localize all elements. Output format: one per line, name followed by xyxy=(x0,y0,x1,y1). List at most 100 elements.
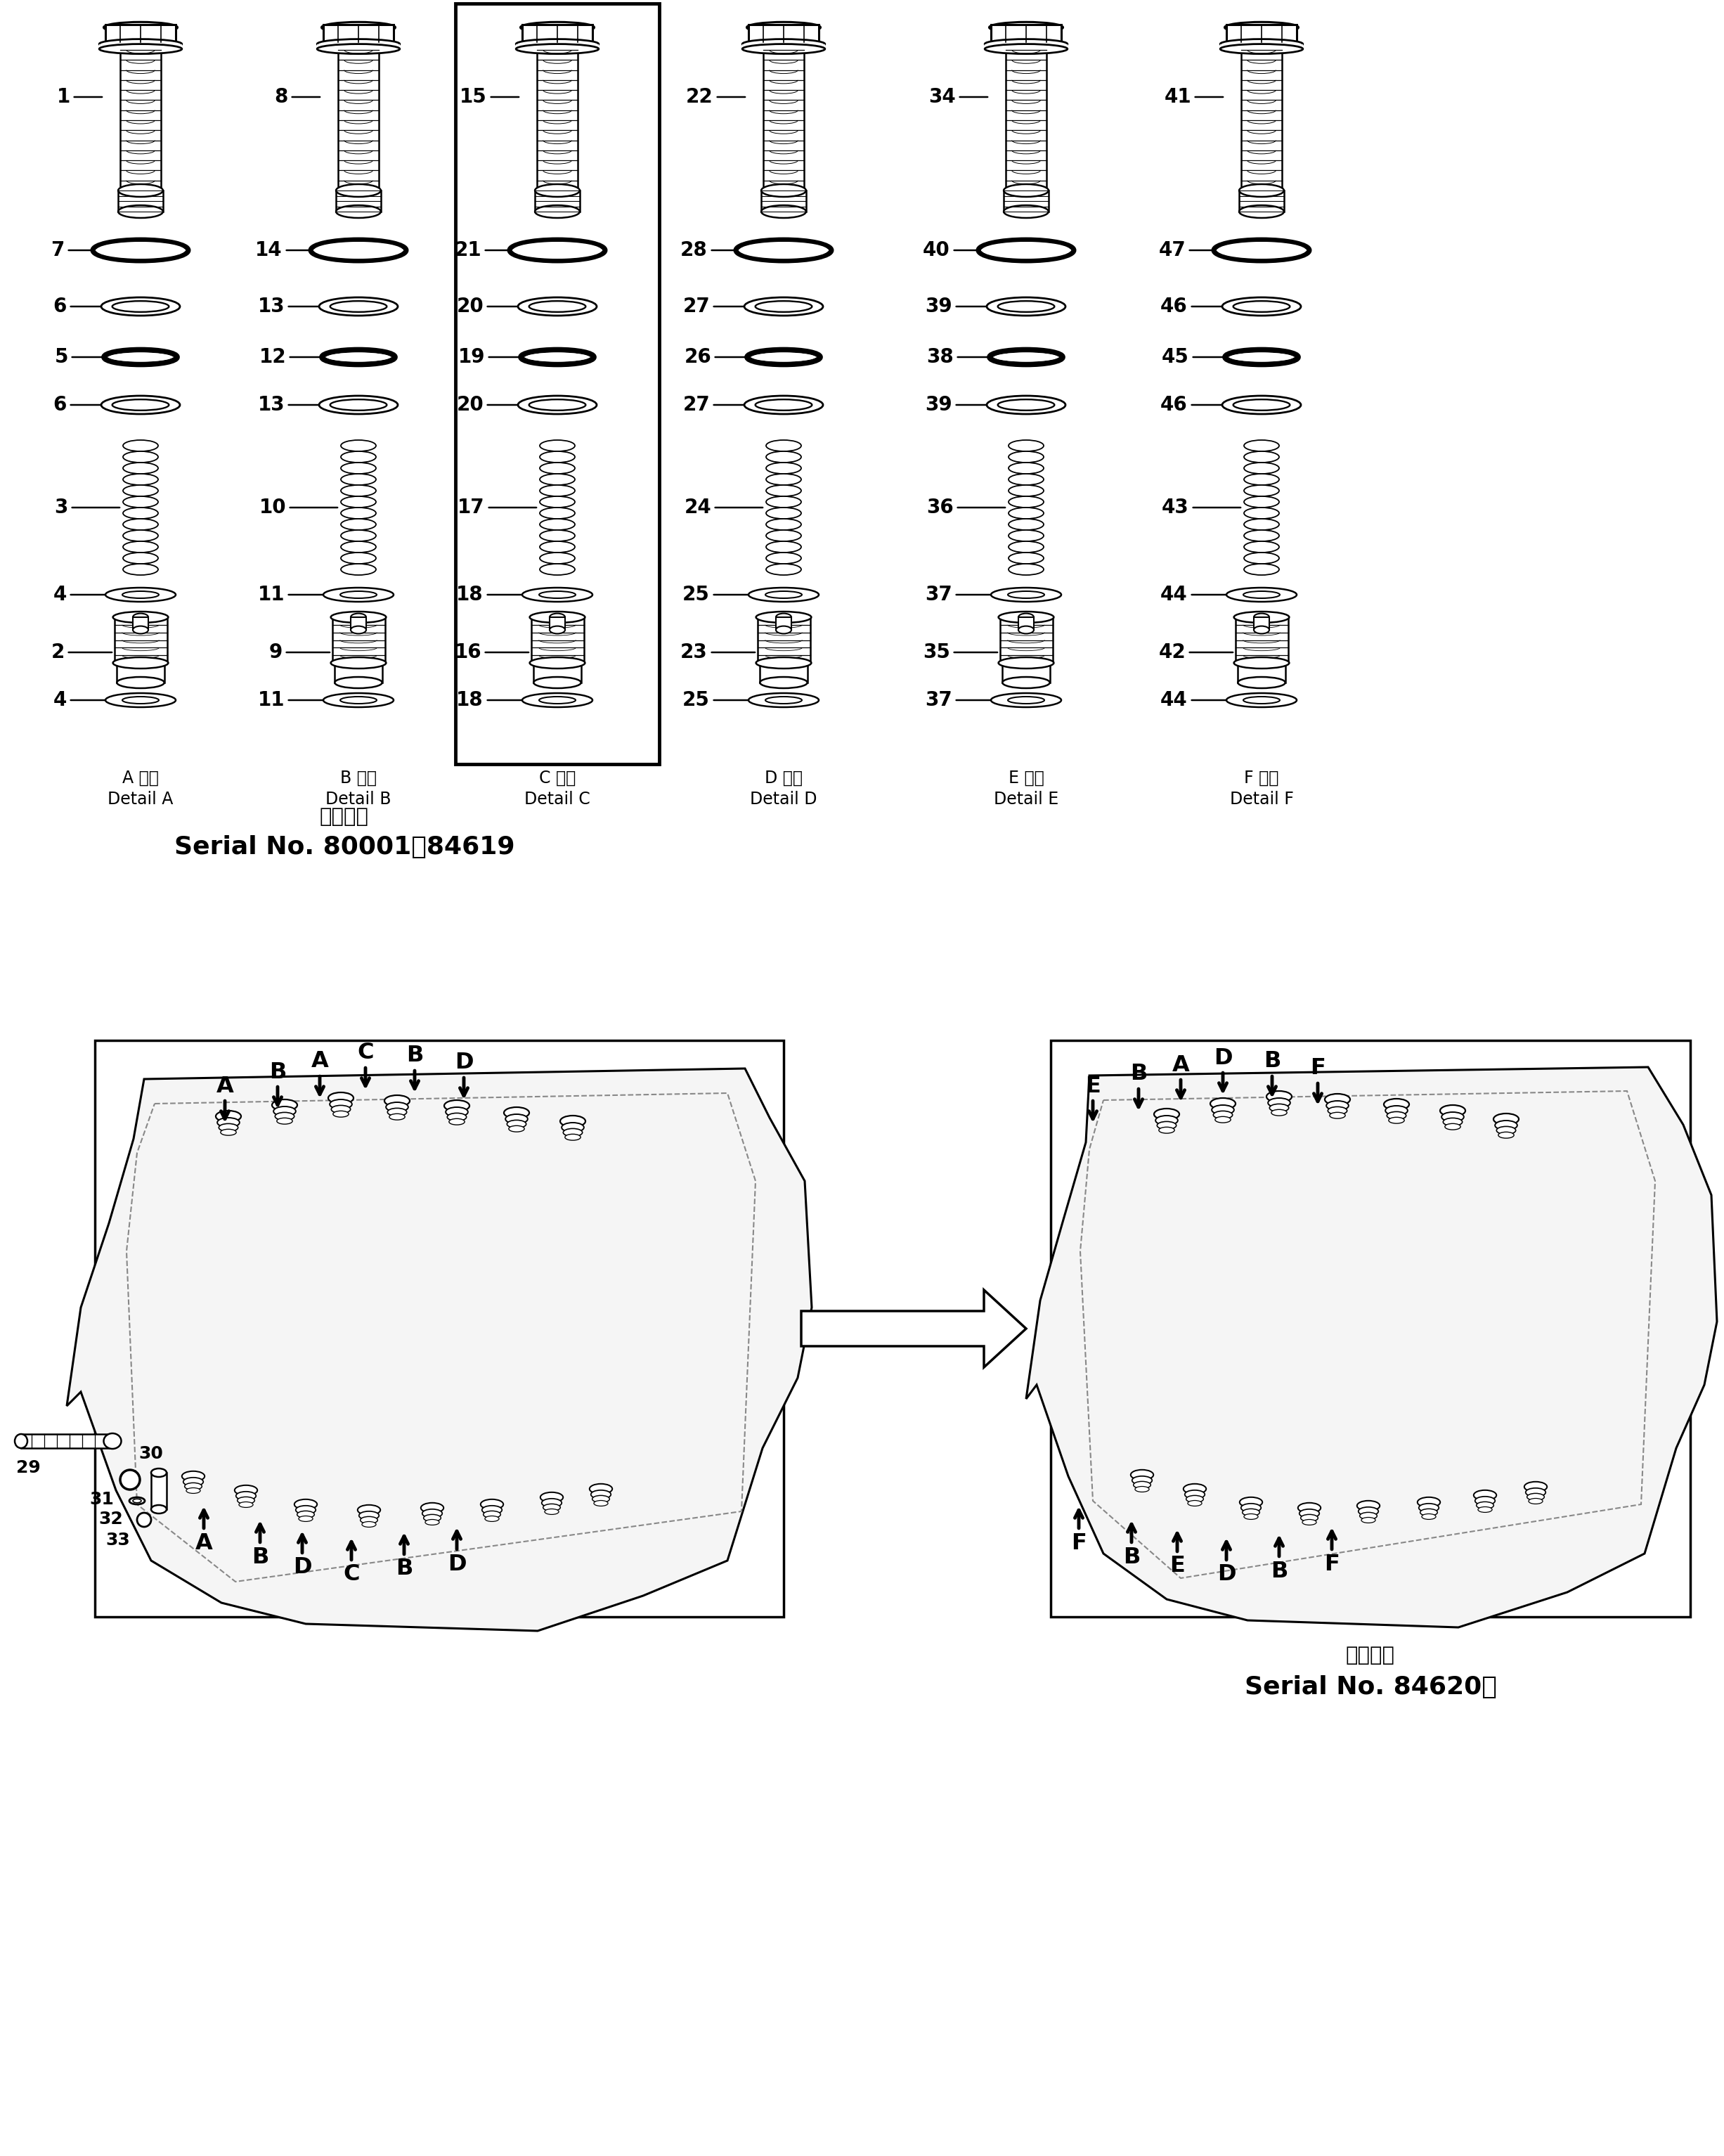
Ellipse shape xyxy=(1009,591,1045,597)
Ellipse shape xyxy=(350,614,365,621)
Text: Serial No. 84620～: Serial No. 84620～ xyxy=(1245,1675,1496,1699)
Ellipse shape xyxy=(1245,440,1279,451)
Text: 13: 13 xyxy=(257,298,319,317)
Ellipse shape xyxy=(534,183,579,196)
Ellipse shape xyxy=(152,1468,167,1477)
Ellipse shape xyxy=(1240,205,1284,218)
Ellipse shape xyxy=(1133,1481,1150,1488)
Ellipse shape xyxy=(983,241,1071,259)
Ellipse shape xyxy=(529,612,584,623)
Text: 9: 9 xyxy=(269,642,329,662)
Ellipse shape xyxy=(1388,1117,1405,1123)
Bar xyxy=(991,24,1062,43)
Ellipse shape xyxy=(1234,612,1290,623)
Ellipse shape xyxy=(1302,1520,1317,1524)
Circle shape xyxy=(136,1514,152,1526)
Ellipse shape xyxy=(1253,614,1269,621)
Bar xyxy=(515,43,598,50)
Ellipse shape xyxy=(329,1100,352,1108)
Text: F: F xyxy=(1071,1509,1086,1554)
Ellipse shape xyxy=(562,1123,584,1132)
Ellipse shape xyxy=(1009,530,1043,541)
Ellipse shape xyxy=(540,1492,564,1503)
Text: 31: 31 xyxy=(90,1492,114,1507)
Text: 34: 34 xyxy=(929,86,988,108)
Text: Detail F: Detail F xyxy=(1229,791,1293,808)
Ellipse shape xyxy=(540,485,574,496)
Ellipse shape xyxy=(102,397,179,414)
Ellipse shape xyxy=(129,1496,145,1505)
Text: 16: 16 xyxy=(455,642,529,662)
Ellipse shape xyxy=(1267,1097,1290,1108)
Ellipse shape xyxy=(1498,1132,1514,1138)
Bar xyxy=(322,24,393,43)
Bar xyxy=(1050,1041,1690,1617)
Text: 21: 21 xyxy=(455,241,509,261)
Ellipse shape xyxy=(447,1108,467,1117)
Ellipse shape xyxy=(550,625,565,634)
Text: 適用号機: 適用号機 xyxy=(319,806,369,826)
Ellipse shape xyxy=(540,520,574,530)
Ellipse shape xyxy=(1233,302,1290,313)
Ellipse shape xyxy=(238,1496,255,1505)
Text: B 詳細: B 詳細 xyxy=(340,770,378,787)
Text: F: F xyxy=(1324,1531,1340,1576)
Ellipse shape xyxy=(1443,1119,1462,1125)
Ellipse shape xyxy=(1493,1112,1519,1125)
Ellipse shape xyxy=(526,354,590,362)
Ellipse shape xyxy=(334,677,383,688)
Ellipse shape xyxy=(522,692,593,707)
Bar xyxy=(536,50,578,190)
Ellipse shape xyxy=(448,1119,465,1125)
Ellipse shape xyxy=(991,589,1062,602)
Ellipse shape xyxy=(310,239,407,261)
Ellipse shape xyxy=(328,1093,353,1104)
Ellipse shape xyxy=(329,399,386,410)
Ellipse shape xyxy=(357,1505,381,1516)
Ellipse shape xyxy=(445,1100,469,1110)
Ellipse shape xyxy=(765,541,802,552)
Ellipse shape xyxy=(117,677,164,688)
Ellipse shape xyxy=(1002,677,1050,688)
Text: 6: 6 xyxy=(53,298,100,317)
Ellipse shape xyxy=(540,563,574,576)
Ellipse shape xyxy=(112,399,169,410)
Ellipse shape xyxy=(331,612,386,623)
Ellipse shape xyxy=(319,298,398,315)
Text: 27: 27 xyxy=(683,298,743,317)
Ellipse shape xyxy=(514,241,602,259)
Ellipse shape xyxy=(1019,625,1034,634)
Ellipse shape xyxy=(119,183,164,196)
Ellipse shape xyxy=(748,692,819,707)
Ellipse shape xyxy=(1445,1123,1460,1130)
Ellipse shape xyxy=(540,530,574,541)
Ellipse shape xyxy=(319,397,398,414)
Ellipse shape xyxy=(1245,541,1279,552)
Ellipse shape xyxy=(421,1503,443,1514)
Ellipse shape xyxy=(1229,354,1293,362)
Ellipse shape xyxy=(765,530,802,541)
Ellipse shape xyxy=(341,541,376,552)
Text: 8: 8 xyxy=(274,86,321,108)
Ellipse shape xyxy=(593,1501,609,1507)
Ellipse shape xyxy=(1245,496,1279,507)
Ellipse shape xyxy=(336,205,381,218)
Ellipse shape xyxy=(746,22,821,32)
Ellipse shape xyxy=(133,625,148,634)
Ellipse shape xyxy=(1476,1496,1495,1505)
Ellipse shape xyxy=(1386,1106,1407,1115)
Text: F: F xyxy=(1310,1059,1326,1102)
Text: 46: 46 xyxy=(1160,298,1222,317)
Text: 36: 36 xyxy=(926,498,1005,517)
Bar xyxy=(757,617,810,662)
Ellipse shape xyxy=(1153,1108,1179,1119)
Bar xyxy=(760,662,807,683)
Text: 20: 20 xyxy=(457,395,517,414)
Ellipse shape xyxy=(1226,692,1296,707)
Ellipse shape xyxy=(388,1108,407,1117)
Text: A 詳細: A 詳細 xyxy=(122,770,159,787)
Circle shape xyxy=(124,1475,136,1485)
Ellipse shape xyxy=(1419,1503,1440,1511)
Ellipse shape xyxy=(100,39,183,50)
Ellipse shape xyxy=(447,1112,467,1121)
